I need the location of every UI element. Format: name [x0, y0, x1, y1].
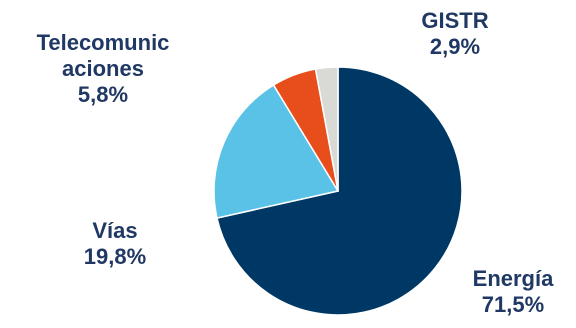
label-gistr-value: 2,9%	[429, 34, 481, 59]
pie-slice-energia	[216, 66, 463, 316]
label-energia-value: 71,5%	[481, 292, 545, 317]
label-vias: Vías 19,8%	[60, 218, 170, 270]
label-vias-name: Vías	[92, 218, 138, 243]
pie-slice-vias	[213, 84, 340, 219]
label-vias-value: 19,8%	[83, 244, 147, 269]
label-energia-name: Energía	[472, 266, 554, 291]
label-telecomunicaciones-name-line2: aciones	[62, 56, 144, 81]
label-gistr-name: GISTR	[421, 8, 489, 33]
label-telecomunicaciones: Telecomunic aciones 5,8%	[8, 30, 198, 108]
label-gistr: GISTR 2,9%	[400, 8, 510, 60]
label-telecomunicaciones-value: 5,8%	[77, 82, 129, 107]
label-telecomunicaciones-name-line1: Telecomunic	[36, 30, 170, 55]
label-energia: Energía 71,5%	[458, 266, 568, 318]
pie-slice-gistr	[314, 66, 339, 192]
